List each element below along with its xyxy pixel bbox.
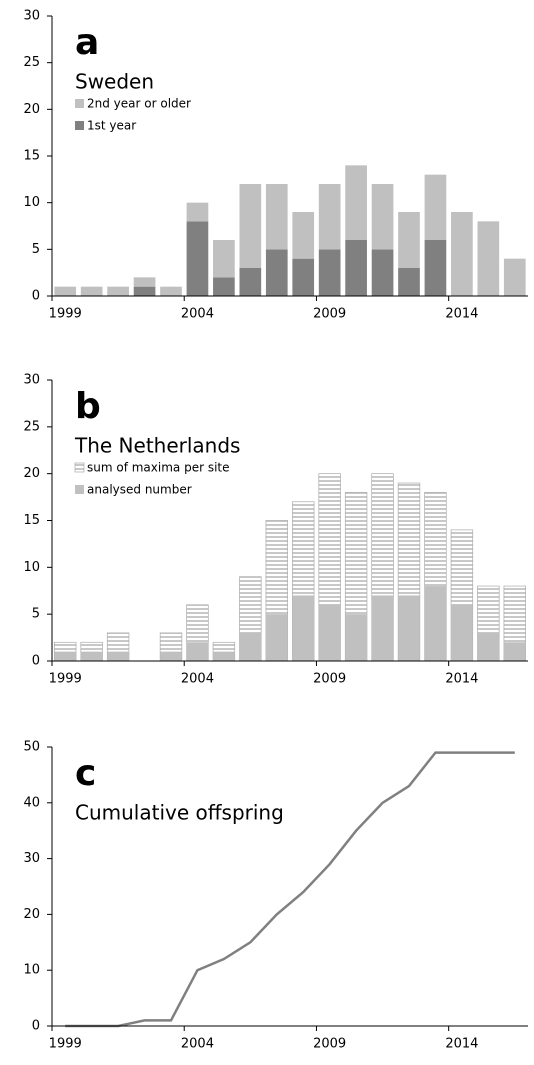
bar [503,258,526,296]
bar [451,604,473,661]
bar [292,212,315,259]
x-tick-label: 1999 [49,1037,82,1052]
bar [371,249,394,296]
y-tick-label: 15 [23,513,40,528]
bar [160,286,182,296]
x-tick-label: 2004 [181,672,214,687]
legend-label: 1st year [87,119,136,133]
panel-subtitle: The Netherlands [74,434,240,458]
bar [54,286,77,296]
x-tick-label: 2009 [313,307,346,322]
bar [265,614,288,661]
panel-label: b [75,386,101,427]
y-tick-label: 30 [23,851,40,866]
bar [239,632,262,661]
bar [80,651,103,661]
x-tick-label: 2004 [181,1037,214,1052]
y-tick-label: 30 [23,373,40,388]
bar [213,277,235,296]
bar [186,202,209,222]
y-tick-label: 20 [23,907,40,922]
legend-swatch [75,99,84,108]
bar [345,165,367,240]
bar [292,258,315,296]
bar [133,277,156,287]
bar [54,651,77,661]
bar [424,174,447,240]
y-tick-label: 10 [23,560,40,575]
y-tick-label: 20 [23,466,40,481]
bar [265,249,288,296]
bar [213,240,235,278]
bar [345,240,367,296]
bar [292,595,315,661]
bar [213,651,235,661]
y-tick-label: 5 [32,242,40,257]
y-tick-label: 10 [23,195,40,210]
bar [424,240,447,296]
bar [80,286,103,296]
bar [503,642,526,661]
legend-swatch [75,121,84,130]
y-tick-label: 0 [32,289,40,304]
y-tick-label: 10 [23,963,40,978]
x-tick-label: 2014 [445,1037,478,1052]
bar [318,604,341,661]
panel-subtitle: Sweden [75,70,154,94]
x-tick-label: 2004 [181,307,214,322]
y-tick-label: 15 [23,149,40,164]
y-tick-label: 25 [23,55,40,70]
x-tick-label: 2014 [445,307,478,322]
bar [398,212,420,268]
bar [424,586,447,661]
x-tick-label: 1999 [49,672,82,687]
bar [239,184,262,268]
bar [186,642,209,661]
y-tick-label: 40 [23,795,40,810]
x-tick-label: 2014 [445,672,478,687]
bar [345,614,367,661]
legend-label: 2nd year or older [87,97,191,111]
x-tick-label: 2009 [313,672,346,687]
x-tick-label: 2009 [313,1037,346,1052]
bar [318,249,341,296]
y-tick-label: 20 [23,102,40,117]
bar [133,286,156,296]
y-tick-label: 0 [32,1019,40,1034]
panel-subtitle: Cumulative offspring [75,801,284,825]
bar [477,221,500,296]
panel-label: a [75,22,99,63]
bar [239,268,262,296]
legend-swatch [75,485,84,494]
legend-label: sum of maxima per site [87,461,230,475]
legend-label: analysed number [87,483,192,497]
bar [265,184,288,250]
bar [398,268,420,296]
bar [160,651,182,661]
y-tick-label: 25 [23,419,40,434]
legend-swatch [74,462,85,473]
bar [371,595,394,661]
bar [318,184,341,250]
bar [186,221,209,296]
panel-label: c [75,753,96,794]
bar [451,212,473,296]
y-tick-label: 30 [23,9,40,24]
y-tick-label: 0 [32,654,40,669]
bar [477,632,500,661]
x-tick-label: 1999 [49,307,82,322]
bar [371,184,394,250]
bar [107,286,129,296]
bar [107,651,129,661]
y-tick-label: 50 [23,740,40,755]
bar [398,595,420,661]
line [65,751,515,1028]
y-tick-label: 5 [32,607,40,622]
